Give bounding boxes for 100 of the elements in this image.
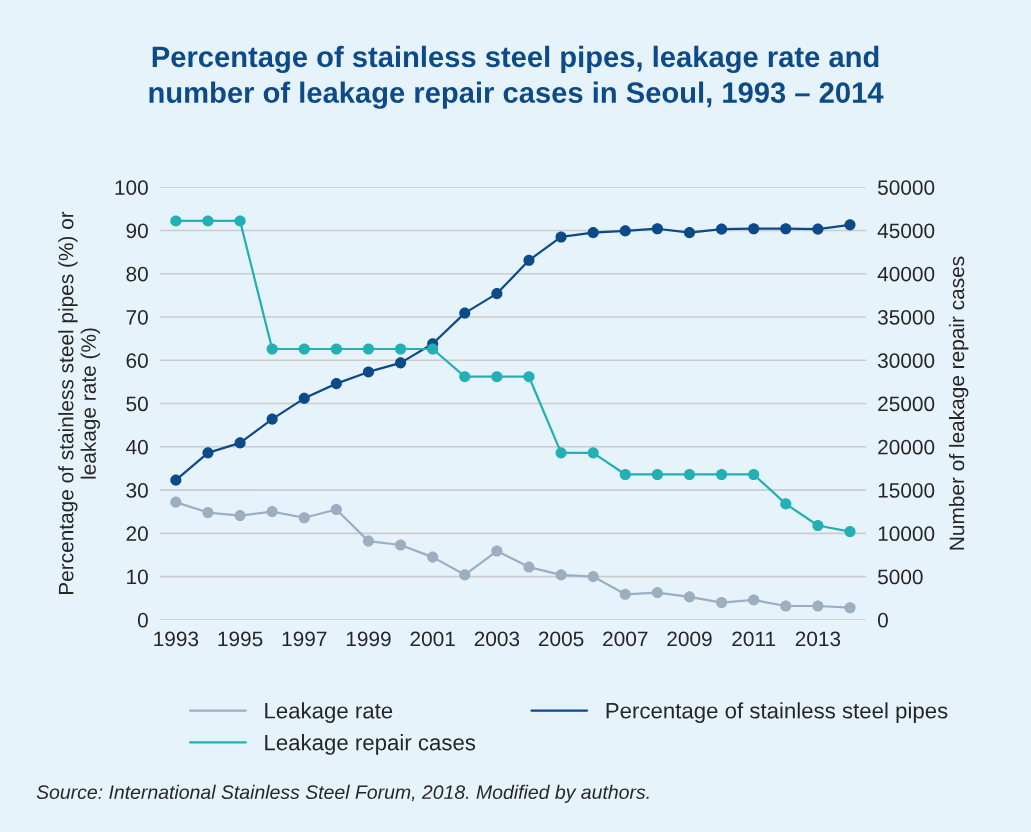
point <box>844 526 856 538</box>
point <box>523 254 535 266</box>
y-tick-label: 0 <box>137 612 148 628</box>
point <box>683 468 696 481</box>
x-tick-label: 2001 <box>410 631 455 647</box>
point <box>619 588 631 600</box>
point <box>716 468 728 481</box>
point <box>170 474 182 486</box>
y-tick-label: 30 <box>126 483 148 498</box>
point <box>459 569 471 581</box>
point <box>266 413 278 425</box>
point <box>298 392 310 404</box>
legend-label: Leakage repair cases <box>265 734 476 755</box>
point <box>651 223 663 235</box>
point <box>330 378 342 390</box>
point <box>362 535 375 547</box>
y-tick-label: 90 <box>126 223 148 239</box>
point <box>587 447 599 459</box>
legend-label: Percentage of stainless steel pipes <box>606 702 948 723</box>
y2-tick-label: 45000 <box>877 223 935 239</box>
point <box>395 539 407 551</box>
point <box>170 215 182 227</box>
y-tick-label: 40 <box>126 439 148 455</box>
y-axis-title: Percentage of stainless steel pipes (%) or leakage rate (%) <box>58 211 101 595</box>
point <box>362 366 375 378</box>
point <box>459 307 471 319</box>
point <box>362 343 375 355</box>
y-tick-label: 100 <box>115 180 148 195</box>
y-tick-label: 60 <box>126 353 148 369</box>
point <box>587 227 599 239</box>
point <box>844 602 856 614</box>
point <box>683 591 696 603</box>
point <box>202 215 214 227</box>
point <box>651 587 663 599</box>
x-tick-label: 1997 <box>282 631 327 647</box>
x-tick-label: 2007 <box>603 631 648 647</box>
chart-title: Percentage of stainless steel pipes, leakage rate and number of leakage repair cases in Seoul, 1993 – 2014 <box>149 45 884 109</box>
y-tick-label: 50 <box>126 396 148 412</box>
point <box>812 600 824 612</box>
y2-tick-label: 0 <box>877 612 888 628</box>
point <box>330 343 342 355</box>
y2-tick-label: 10000 <box>878 526 935 542</box>
point <box>523 371 535 383</box>
point <box>491 371 503 383</box>
x-tick-label: 2005 <box>538 631 584 647</box>
point <box>202 447 214 459</box>
point <box>427 343 439 355</box>
point <box>202 506 214 519</box>
point <box>427 551 439 563</box>
point <box>234 510 246 522</box>
y-tick-label: 80 <box>126 266 148 282</box>
x-tick-label: 1993 <box>154 631 199 647</box>
point <box>234 215 246 227</box>
point <box>812 519 824 532</box>
point <box>716 223 728 235</box>
point <box>491 288 503 300</box>
x-tick-label: 2009 <box>667 631 712 647</box>
point <box>170 496 182 508</box>
point <box>651 468 663 481</box>
point <box>748 468 760 481</box>
point <box>780 498 792 510</box>
point <box>683 227 696 239</box>
point <box>555 231 567 243</box>
y2-tick-label: 5000 <box>877 569 923 585</box>
y2-tick-label: 35000 <box>877 309 935 325</box>
point <box>266 343 278 355</box>
point <box>459 371 471 383</box>
y-tick-label: 20 <box>126 526 148 542</box>
point <box>780 223 792 235</box>
source-note: Source: International Stainless Steel Forum, 2018. Modified by authors. <box>36 784 649 803</box>
y2-axis-title: Number of leakage repair cases <box>948 256 969 550</box>
point <box>844 219 856 231</box>
x-tick-label: 1995 <box>218 631 263 647</box>
point <box>330 503 342 516</box>
point <box>812 223 824 235</box>
x-tick-label: 2013 <box>795 631 841 647</box>
point <box>234 437 246 449</box>
y2-tick-label: 50000 <box>877 180 935 195</box>
point <box>523 561 535 573</box>
point <box>395 357 407 369</box>
y2-tick-label: 25000 <box>878 396 935 412</box>
point <box>619 225 631 237</box>
x-tick-label: 2011 <box>732 631 776 647</box>
y2-tick-label: 15000 <box>878 483 935 498</box>
point <box>491 545 503 557</box>
point <box>555 569 567 581</box>
x-tick-label: 2003 <box>474 631 520 647</box>
y2-tick-label: 40000 <box>877 266 935 282</box>
point <box>266 506 278 518</box>
y-tick-label: 70 <box>126 309 148 325</box>
point <box>716 596 728 609</box>
y-tick-label: 10 <box>127 569 148 585</box>
point <box>748 223 760 235</box>
point <box>555 447 567 459</box>
point <box>780 600 792 612</box>
x-tick-label: 1999 <box>346 631 391 647</box>
point <box>619 468 631 481</box>
y2-tick-label: 30000 <box>877 353 935 369</box>
y2-tick-label: 20000 <box>878 439 935 455</box>
point <box>587 571 599 583</box>
